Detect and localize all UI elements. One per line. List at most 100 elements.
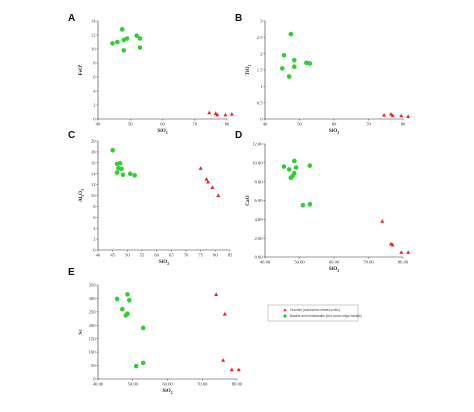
y-axis-label: TiO2: [245, 64, 252, 75]
y-tick-label: 16: [91, 160, 96, 165]
x-tick-label: 60.00: [329, 260, 340, 265]
data-point-triangle: [204, 177, 209, 181]
data-point-circle: [117, 161, 123, 166]
data-point-circle: [123, 313, 129, 318]
y-tick-label: 12: [91, 33, 96, 38]
data-point-circle: [304, 60, 309, 66]
x-tick-label: 70.00: [363, 260, 374, 265]
data-point-circle: [293, 165, 299, 170]
panel-label-b: B: [235, 13, 242, 24]
y-tick-label: 4: [93, 226, 96, 231]
data-point-circle: [120, 172, 126, 178]
chart-panel-e: 40.00 50.00 60.00 70.00 80.00 0 50 100 150 200 250…: [78, 283, 243, 395]
y-tick-label: 2: [260, 51, 263, 56]
x-tick-label: 70: [192, 122, 197, 127]
y-axis-label: Sr: [78, 329, 84, 335]
y-tick-label: 2.5: [257, 35, 263, 40]
chart-panel-b: 40 50 60 70 80 0 0.5 1 1.5 2 2.5 3 SiO2 TiO2: [245, 19, 411, 135]
x-tick-label: 40: [96, 122, 101, 127]
panel-label-d: D: [235, 130, 242, 141]
data-point-circle: [281, 164, 287, 169]
y-tick-label: 8: [93, 61, 96, 66]
legend-marker-circle: [283, 314, 287, 318]
data-point-circle: [140, 325, 146, 331]
panel-label-c: C: [68, 130, 75, 141]
data-point-triangle: [198, 166, 203, 170]
data-point-triangle: [229, 112, 234, 116]
data-point-triangle: [406, 250, 411, 254]
data-point-circle: [126, 298, 132, 303]
data-point-triangle: [207, 110, 212, 115]
x-tick-label: 50: [297, 122, 302, 127]
data-point-triangle: [221, 358, 226, 362]
data-point-circle: [279, 66, 285, 71]
data-point-triangle: [216, 193, 221, 198]
data-point-circle: [119, 166, 124, 172]
y-axis-label: Al2O3: [78, 189, 85, 202]
data-point-triangle: [210, 185, 215, 189]
y-tick-label: 14: [91, 19, 96, 24]
x-tick-label: 65: [169, 253, 174, 258]
y-tick-label: 12: [91, 182, 96, 187]
data-point-circle: [121, 48, 127, 53]
data-point-circle: [121, 37, 127, 43]
y-tick-label: 0: [260, 117, 263, 122]
y-tick-label: 2: [93, 103, 96, 108]
data-point-triangle: [390, 113, 395, 118]
y-tick-label: 100: [89, 350, 97, 355]
x-tick-label: 50.00: [128, 382, 139, 387]
data-point-circle: [288, 31, 294, 37]
data-point-circle: [286, 167, 292, 172]
data-point-triangle: [229, 367, 234, 372]
data-point-circle: [127, 171, 133, 176]
y-tick-label: 1: [260, 84, 263, 89]
chart-panel-a: 40 50 60 70 80 0 2 4 6 8 10 12 14 SiO2 FeOt: [77, 19, 234, 135]
x-tick-label: 50: [128, 122, 133, 127]
data-point-triangle: [223, 112, 228, 117]
x-axis-label: SiO2: [159, 259, 169, 266]
x-tick-label: 85: [228, 253, 233, 258]
data-point-circle: [300, 202, 306, 208]
data-point-circle: [110, 147, 115, 153]
data-point-triangle: [406, 114, 411, 118]
data-point-circle: [114, 296, 120, 302]
x-tick-label: 60: [160, 122, 165, 127]
y-tick-label: 10: [91, 47, 96, 52]
data-point-circle: [307, 201, 313, 207]
y-tick-label: 12.00: [252, 142, 263, 147]
data-point-triangle: [380, 219, 385, 223]
y-tick-label: 3: [260, 19, 263, 24]
y-tick-label: 2.00: [254, 236, 263, 241]
x-tick-label: 40.00: [93, 382, 104, 387]
y-tick-label: 250: [89, 309, 97, 314]
panel-label-e: E: [68, 267, 75, 278]
y-tick-label: 0.5: [257, 100, 263, 105]
chart-panel-d: 40.00 50.00 60.00 70.00 80.00 0.00 2.00 4.00 6.0…: [245, 142, 411, 273]
data-point-triangle: [215, 112, 220, 117]
data-point-circle: [132, 173, 137, 178]
y-tick-label: 300: [89, 296, 97, 301]
x-tick-label: 55: [140, 253, 145, 258]
data-point-circle: [110, 41, 115, 46]
x-tick-label: 80: [225, 122, 230, 127]
x-tick-label: 50.00: [294, 260, 305, 265]
y-tick-label: 2: [93, 237, 96, 242]
y-tick-label: 14: [91, 171, 96, 176]
y-tick-label: 10: [91, 193, 96, 198]
data-point-circle: [133, 363, 139, 369]
x-tick-label: 80.00: [398, 260, 409, 265]
y-tick-label: 0.00: [254, 255, 263, 260]
data-point-triangle: [214, 292, 219, 296]
data-point-circle: [307, 61, 313, 66]
y-tick-label: 4.00: [254, 217, 263, 222]
x-tick-label: 70: [184, 253, 189, 258]
x-tick-label: 70: [366, 122, 371, 127]
x-tick-label: 40: [263, 122, 268, 127]
chart-panel-c: 40 45 50 55 60 65 70 75 80 85 0 2 4 6 8 10 12 14 16 18 20 SiO…: [78, 139, 233, 266]
x-axis-label: SiO2: [329, 266, 339, 273]
x-tick-label: 45: [110, 253, 115, 258]
data-point-triangle: [222, 311, 227, 316]
x-tick-label: 60: [332, 122, 337, 127]
x-tick-label: 80: [213, 253, 218, 258]
